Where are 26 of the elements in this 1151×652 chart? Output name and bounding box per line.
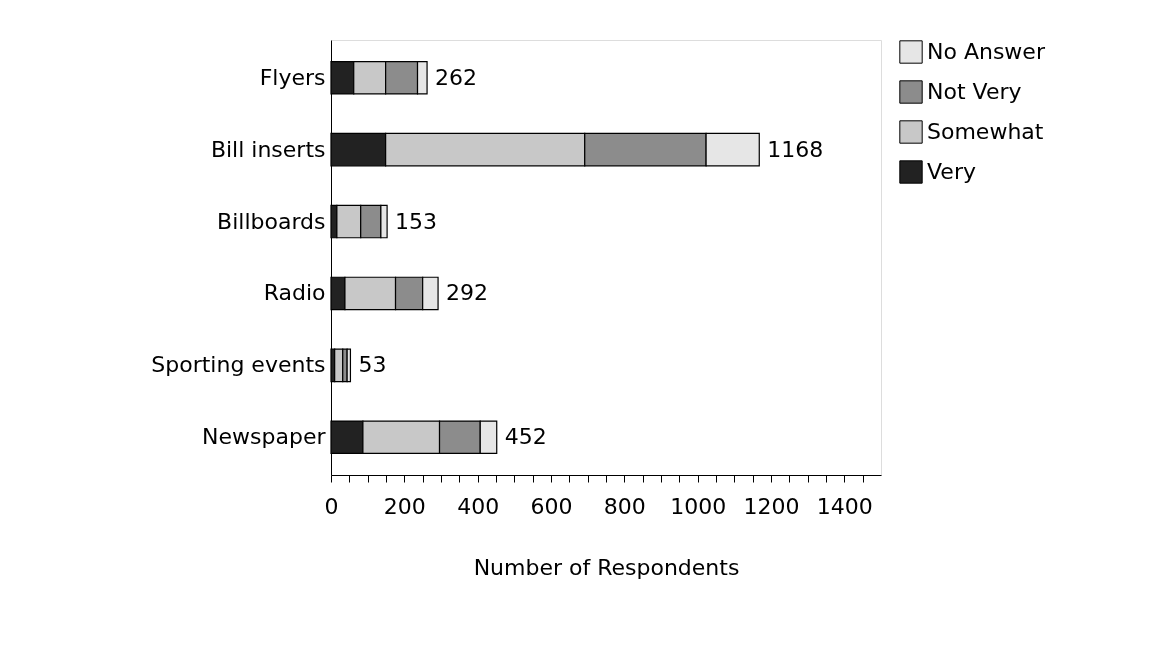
x-tick-label: 400 — [457, 493, 500, 519]
legend-label: No Answer — [927, 39, 1046, 64]
total-label: 53 — [358, 352, 387, 378]
y-tick-label: Bill inserts — [210, 136, 326, 162]
legend-label: Somewhat — [927, 119, 1044, 144]
y-tick-label: Newspaper — [202, 424, 327, 450]
x-tick-label: 1000 — [670, 493, 727, 519]
x-tick-label: 1200 — [743, 493, 800, 519]
legend-label: Not Very — [927, 79, 1022, 104]
bar — [346, 348, 352, 383]
x-tick-label: 1400 — [816, 493, 873, 519]
total-label: 1168 — [767, 136, 824, 162]
y-tick-label: Billboards — [217, 208, 326, 234]
x-tick-label: 0 — [324, 493, 339, 519]
x-tick-label: 600 — [530, 493, 573, 519]
y-tick-label: Flyers — [259, 64, 326, 90]
y-tick-label: Radio — [263, 280, 326, 306]
x-tick-label: 800 — [603, 493, 646, 519]
y-tick-label: Sporting events — [151, 352, 326, 378]
total-label: 262 — [435, 64, 478, 90]
total-label: 292 — [446, 280, 489, 306]
legend-label: Very — [927, 159, 976, 184]
x-axis-title: Number of Respondents — [473, 554, 740, 580]
x-tick-label: 200 — [383, 493, 426, 519]
total-label: 452 — [504, 424, 547, 450]
total-label: 153 — [395, 208, 438, 234]
